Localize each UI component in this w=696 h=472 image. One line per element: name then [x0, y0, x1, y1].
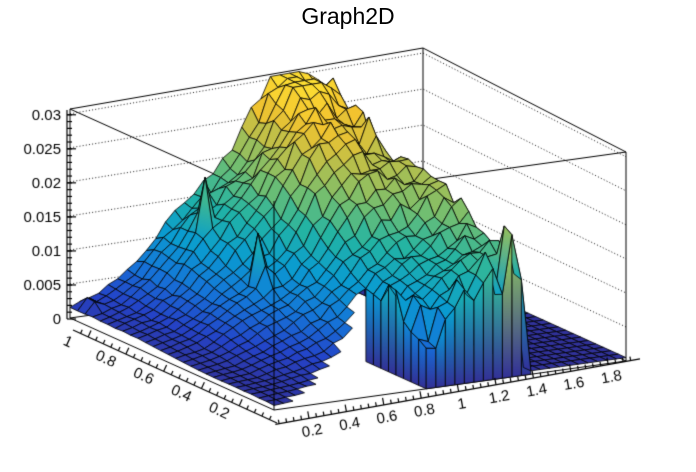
chart-title: Graph2D [301, 3, 395, 29]
